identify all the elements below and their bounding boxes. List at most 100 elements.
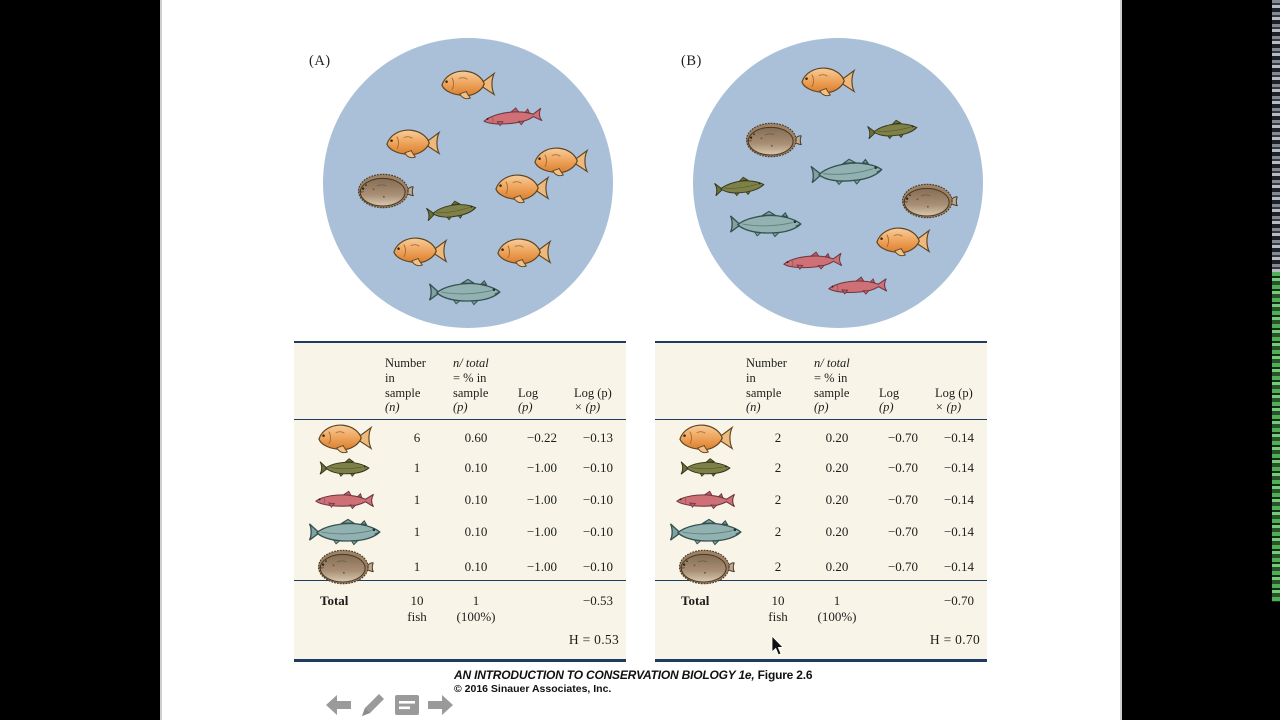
fish-trout-green [425, 195, 480, 226]
figure-caption: AN INTRODUCTION TO CONSERVATION BIOLOGY … [454, 668, 813, 695]
fish-shark-pink [781, 248, 844, 273]
video-artifact-strip-top [1272, 0, 1280, 272]
cell-log-p-times-p: −0.10 [582, 524, 614, 539]
fish-icon [319, 456, 371, 480]
cell-log-p: −1.00 [526, 559, 558, 574]
header-number-in-sample: Number in sample (n) [746, 356, 787, 415]
total-sum: −0.53 [582, 593, 614, 608]
cell-number-in-sample: 2 [774, 524, 782, 539]
fish-trout-green-icon [655, 456, 757, 480]
table-row: 1 0.10 −1.00 −0.10 [294, 548, 626, 580]
fish-sunfish [391, 233, 449, 269]
cell-number-in-sample: 6 [413, 430, 421, 445]
fish-flounder [744, 121, 802, 159]
fish-icon [675, 490, 737, 511]
cell-number-in-sample: 1 [413, 460, 421, 475]
copyright-line: © 2016 Sinauer Associates, Inc. [454, 683, 612, 695]
book-title: AN INTRODUCTION TO CONSERVATION BIOLOGY … [454, 668, 755, 682]
fish-salmon-teal [729, 210, 803, 238]
header-log-p-times-p: Log (p) × (p) [574, 385, 612, 415]
community-circle-b [693, 38, 983, 328]
fish-sunfish [493, 170, 551, 206]
fish-shark-pink-icon [655, 490, 757, 511]
fish-icon [316, 420, 374, 456]
community-circle-a [323, 38, 613, 328]
total-proportion: 1 (100%) [817, 593, 857, 625]
table-a-rows: 6 0.60 −0.22 −0.13 1 0.10 −1.00 −0.10 1 … [294, 420, 626, 581]
fish-shark-pink [826, 274, 889, 298]
header-percent-in-sample: n/ total = % in sample (p) [814, 356, 850, 415]
cell-log-p-times-p: −0.14 [943, 460, 975, 475]
fish-sunfish [874, 223, 932, 259]
table-row: 6 0.60 −0.22 −0.13 [294, 420, 626, 452]
diversity-table-b: Number in sample (n) n/ total = % in sample (p… [655, 341, 987, 662]
cell-proportion: 0.20 [825, 492, 849, 507]
cell-log-p-times-p: −0.10 [582, 492, 614, 507]
cell-proportion: 0.10 [464, 492, 488, 507]
shannon-index-a: H = 0.53 [568, 632, 619, 647]
viewer-toolbar [325, 692, 454, 718]
cell-log-p: −0.70 [887, 492, 919, 507]
fish-sunfish [384, 125, 442, 161]
total-sum: −0.70 [943, 593, 975, 608]
cell-number-in-sample: 1 [413, 559, 421, 574]
next-slide-button[interactable] [427, 692, 454, 718]
total-proportion: 1 (100%) [456, 593, 496, 625]
cell-log-p: −0.70 [887, 559, 919, 574]
slide-page: (A) (B) Number in sample (n) n/ total = % in… [160, 0, 1122, 720]
cell-log-p: −1.00 [526, 492, 558, 507]
table-row: 2 0.20 −0.70 −0.14 [655, 548, 987, 580]
cell-proportion: 0.20 [825, 430, 849, 445]
table-row: 1 0.10 −1.00 −0.10 [294, 484, 626, 516]
cell-log-p: −0.70 [887, 524, 919, 539]
cell-log-p-times-p: −0.13 [582, 430, 614, 445]
previous-slide-button[interactable] [325, 692, 352, 718]
notes-button[interactable] [393, 692, 420, 718]
fish-icon [680, 456, 732, 480]
fish-salmon-teal-icon [655, 518, 757, 546]
fish-sunfish [439, 66, 497, 102]
figure-number: Figure 2.6 [754, 668, 813, 682]
fish-trout-green-icon [294, 456, 396, 480]
cell-log-p: −1.00 [526, 460, 558, 475]
total-label: Total [320, 593, 349, 608]
table-b-rows: 2 0.20 −0.70 −0.14 2 0.20 −0.70 −0.14 2 … [655, 420, 987, 581]
table-a-header: Number in sample (n) n/ total = % in sample (p… [294, 343, 626, 420]
cell-number-in-sample: 1 [413, 524, 421, 539]
cell-log-p: −0.70 [887, 460, 919, 475]
fish-flounder [900, 182, 958, 220]
cell-number-in-sample: 2 [774, 460, 782, 475]
table-row: 2 0.20 −0.70 −0.14 [655, 420, 987, 452]
cell-log-p-times-p: −0.10 [582, 460, 614, 475]
fish-icon [677, 420, 735, 456]
header-log-p-times-p: Log (p) × (p) [935, 385, 973, 415]
cell-number-in-sample: 2 [774, 430, 782, 445]
table-row: 2 0.20 −0.70 −0.14 [655, 484, 987, 516]
cell-log-p: −1.00 [526, 524, 558, 539]
cell-proportion: 0.10 [464, 524, 488, 539]
table-b-total-row: Total 10 fish 1 (100%) −0.70 H = 0.70 [655, 581, 987, 656]
annotate-pencil-button[interactable] [359, 692, 386, 718]
fish-sunfish-icon [655, 420, 757, 456]
pencil-icon [361, 694, 384, 716]
fish-salmon-teal [428, 278, 502, 306]
cell-proportion: 0.20 [825, 524, 849, 539]
cell-proportion: 0.20 [825, 460, 849, 475]
table-b-header: Number in sample (n) n/ total = % in sample (p… [655, 343, 987, 420]
header-log-p: Log (p) [518, 385, 539, 415]
fish-sunfish [495, 234, 553, 270]
mouse-cursor [770, 634, 785, 656]
shannon-index-b: H = 0.70 [929, 632, 980, 647]
total-label: Total [681, 593, 710, 608]
fish-shark-pink-icon [294, 490, 396, 511]
header-log-p: Log (p) [879, 385, 900, 415]
cell-log-p-times-p: −0.14 [943, 492, 975, 507]
header-percent-in-sample: n/ total = % in sample (p) [453, 356, 489, 415]
cell-proportion: 0.10 [464, 460, 488, 475]
cell-log-p-times-p: −0.14 [943, 524, 975, 539]
cell-log-p-times-p: −0.10 [582, 559, 614, 574]
previous-arrow-icon [326, 695, 351, 715]
fish-salmon-teal-icon [294, 518, 396, 546]
next-arrow-icon [428, 695, 453, 715]
